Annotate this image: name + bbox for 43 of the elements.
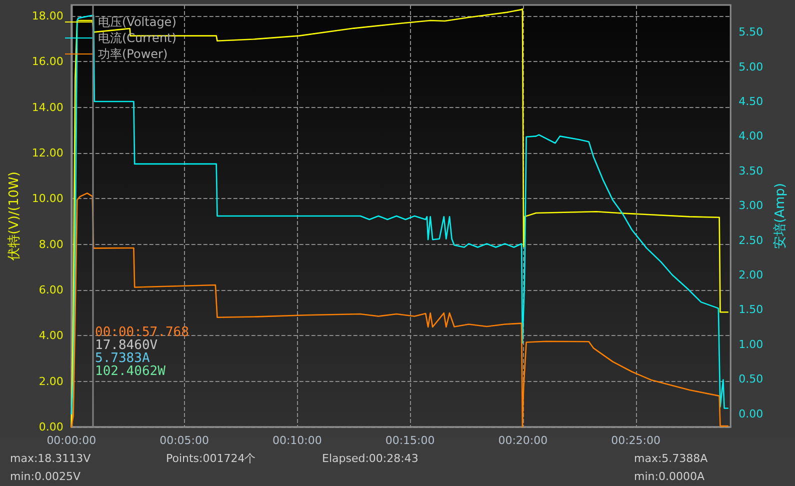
y2-tick-label: 3.50: [738, 164, 764, 178]
text: Elapsed:00:28:43: [322, 452, 418, 465]
x-tick-label: 00:05:00: [160, 434, 209, 447]
y-tick-label: 8.00: [38, 238, 64, 251]
y2-tick-label: 1.50: [738, 303, 764, 316]
y2-tick-label: 4.50: [738, 94, 764, 108]
annotation: 5.7383A: [95, 351, 150, 366]
y2-tick-label: 0.00: [738, 407, 764, 420]
y2-tick-label: 3.00: [738, 199, 764, 212]
y-tick-label: 2.00: [38, 374, 64, 388]
text: min:0.0025V: [10, 470, 81, 483]
y2-tick-label: 5.00: [738, 60, 764, 74]
x-tick-label: 00:20:00: [498, 434, 548, 447]
y2-tick-label: 2.50: [738, 234, 764, 247]
y2-tick-label: 0.50: [738, 372, 764, 386]
y-tick-label: 10.00: [32, 192, 64, 206]
y-tick-label: 16.00: [32, 55, 64, 68]
text: max:5.7388A: [634, 452, 708, 465]
y2-tick-label: 4.00: [738, 130, 764, 143]
annotation: 102.4062W: [95, 364, 166, 379]
text: max:18.3113V: [10, 452, 92, 465]
annotation: 17.8460V: [95, 338, 158, 353]
y-tick-label: 6.00: [38, 283, 64, 296]
y-tick-label: 18.00: [32, 9, 64, 22]
x-tick-label: 00:25:00: [611, 434, 660, 447]
y2-axis-title: 安培(Amp): [772, 183, 788, 249]
y-tick-label: 0.00: [38, 420, 64, 434]
y-tick-label: 12.00: [32, 146, 64, 160]
y-tick-label: 14.00: [32, 100, 64, 114]
y2-tick-label: 5.50: [738, 26, 764, 39]
x-tick-label: 00:10:00: [272, 434, 322, 447]
y-tick-label: 4.00: [38, 329, 64, 342]
x-tick-label: 00:00:00: [46, 434, 96, 447]
x-tick-label: 00:15:00: [385, 434, 435, 447]
annotation: 00:00:57.768: [95, 325, 189, 340]
legend-label: 电压(Voltage): [98, 15, 176, 29]
text: min:0.0000A: [634, 470, 705, 483]
y2-tick-label: 2.00: [738, 268, 764, 282]
line-series: [70, 192, 729, 428]
y-axis-title: 伏特(V)/(10W): [7, 172, 22, 260]
y2-tick-label: 1.00: [738, 338, 764, 351]
text: Points:001724个: [166, 452, 256, 465]
legend-label: 功率(Power): [98, 47, 168, 61]
